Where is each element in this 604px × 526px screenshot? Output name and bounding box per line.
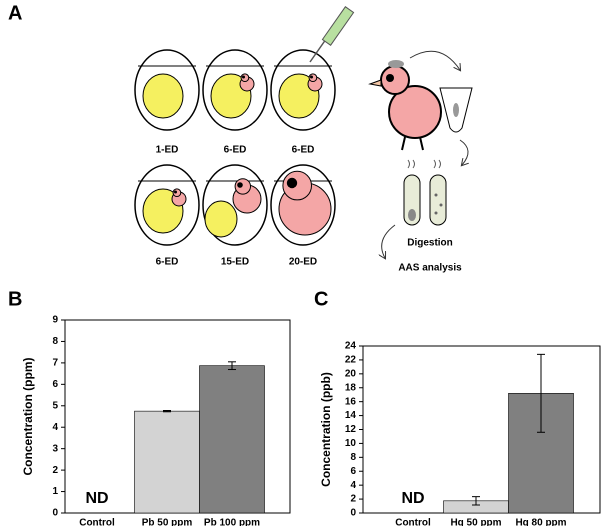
step-label: AAS analysis [398,263,462,274]
y-tick-label: 12 [345,424,357,435]
egg-label: 6-ED [156,257,179,268]
y-tick-label: 5 [52,400,58,411]
annotation: ND [401,490,424,507]
panel-label: B [8,288,22,310]
yolk [142,73,184,119]
panel-label: C [314,288,328,310]
panel-label: A [8,2,22,24]
y-tick-label: 6 [52,379,58,390]
x-tick-label: Control [79,518,115,526]
y-tick-label: 8 [52,336,58,347]
x-tick-label: Hg 80 ppm [515,518,566,526]
y-tick-label: 18 [345,382,357,393]
error-bar [472,496,480,506]
chick-head [234,178,252,195]
y-axis-label: Concentration (ppb) [319,372,333,487]
egg-label: 1-ED [156,145,179,156]
chick-eye [174,190,177,194]
chick-eye [286,177,298,189]
y-tick-label: 2 [52,465,58,476]
egg-label: 20-ED [289,257,317,268]
egg-diagram: 1-ED 6-ED 6-ED 6-ED 15-ED 20-ED [134,49,336,268]
yolk [204,200,238,238]
y-tick-label: 3 [52,443,58,454]
egg-label: 6-ED [292,145,315,156]
y-tick-label: 20 [345,368,357,379]
y-tick-label: 7 [52,358,58,369]
y-axis-label: Concentration (ppm) [21,358,35,476]
y-tick-label: 4 [52,422,58,433]
x-tick-label: Pb 100 ppm [204,518,260,526]
y-tick-label: 16 [345,396,357,407]
process-diagram: Digestion AAS analysis [368,50,473,274]
annotation: ND [85,490,108,507]
step-label: Digestion [407,238,453,249]
y-tick-label: 9 [52,315,58,326]
chick-eye [310,75,313,79]
y-tick-label: 0 [350,508,356,519]
x-tick-label: Hg 50 ppm [450,518,501,526]
egg-label: 6-ED [224,145,247,156]
y-tick-label: 22 [345,355,357,366]
error-bar [228,361,236,371]
x-tick-label: Control [395,518,431,526]
error-bar [163,409,171,413]
error-bar [537,353,545,433]
syringe [309,6,355,63]
bar [199,365,265,514]
y-tick-label: 10 [345,438,357,449]
y-tick-label: 4 [350,480,356,491]
chick-head [282,170,313,201]
bar [134,410,200,514]
chick-eye [242,75,245,79]
x-tick-label: Pb 50 ppm [142,518,193,526]
y-tick-label: 0 [52,508,58,519]
chick-eye [237,182,243,188]
y-tick-label: 14 [345,410,357,421]
y-tick-label: 1 [52,486,58,497]
egg-label: 15-ED [221,257,249,268]
y-tick-label: 6 [350,466,356,477]
y-tick-label: 8 [350,452,356,463]
y-tick-label: 2 [350,494,356,505]
y-tick-label: 24 [345,341,357,352]
